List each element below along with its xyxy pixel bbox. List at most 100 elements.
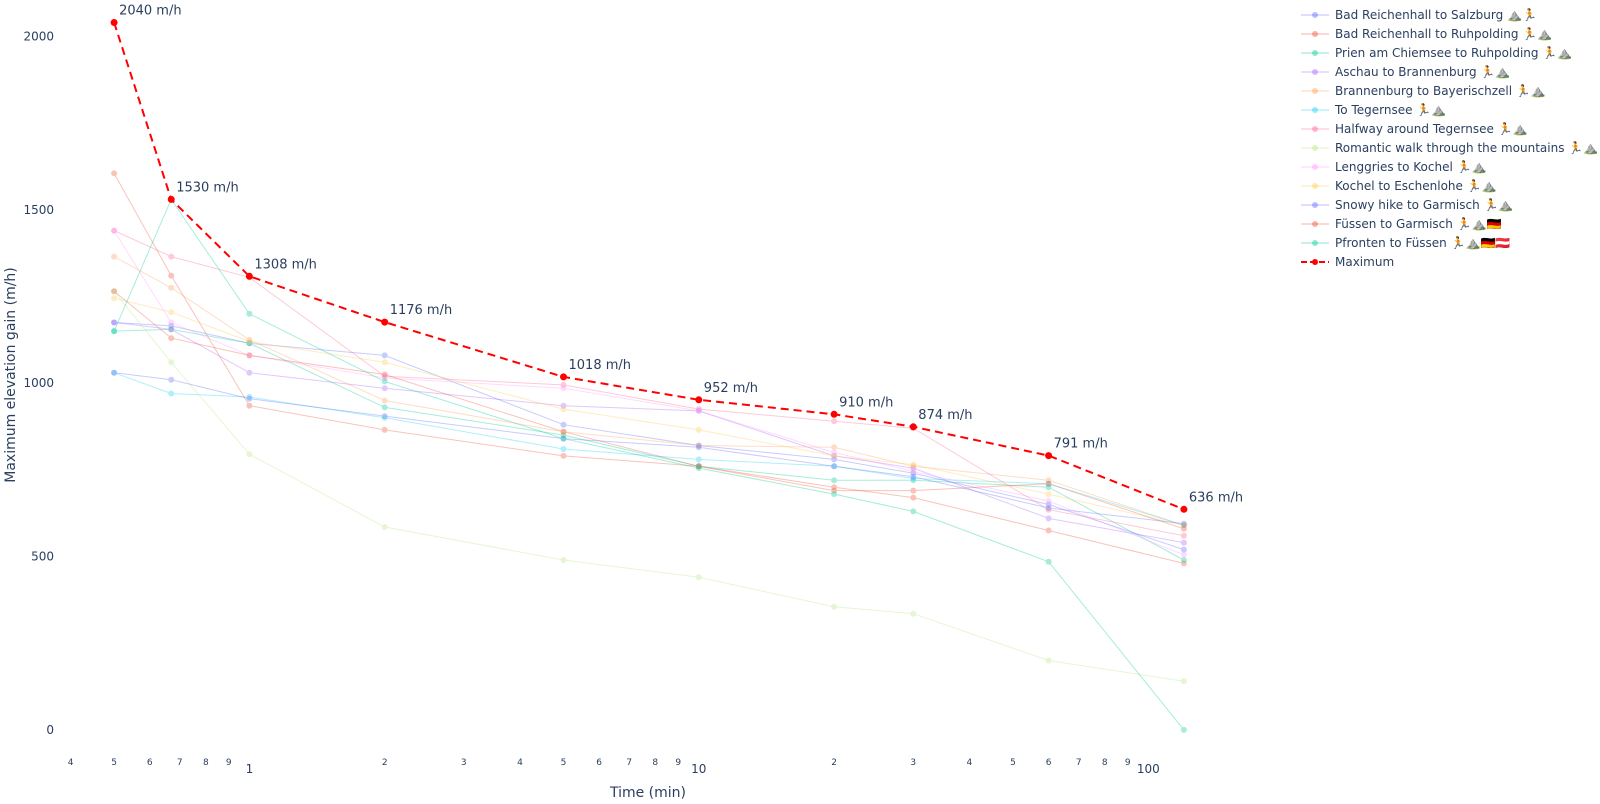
data-point[interactable] — [1045, 477, 1052, 484]
data-point[interactable] — [246, 338, 253, 345]
legend-item-maximum[interactable]: Maximum — [1301, 255, 1394, 269]
maximum-point[interactable] — [245, 272, 253, 280]
data-point[interactable] — [910, 475, 917, 482]
data-point[interactable] — [111, 369, 118, 376]
data-point[interactable] — [1045, 498, 1052, 504]
data-point[interactable] — [246, 395, 253, 402]
data-point[interactable] — [381, 373, 388, 380]
data-point[interactable] — [168, 376, 175, 383]
data-point[interactable] — [560, 452, 567, 459]
legend-item[interactable]: Bad Reichenhall to Ruhpolding 🏃⛰️ — [1301, 27, 1552, 41]
data-point[interactable] — [695, 465, 702, 472]
data-point[interactable] — [831, 452, 838, 459]
data-point[interactable] — [111, 170, 118, 177]
legend-item[interactable]: Füssen to Garmisch 🏃⛰️🇩🇪 — [1301, 217, 1502, 231]
data-point[interactable] — [168, 326, 175, 333]
data-point[interactable] — [1180, 522, 1187, 529]
legend[interactable]: Bad Reichenhall to Salzburg ⛰️🏃 Bad Reich… — [1301, 8, 1598, 269]
data-point[interactable] — [111, 328, 118, 335]
data-point[interactable] — [560, 428, 567, 435]
legend-item[interactable]: Snowy hike to Garmisch 🏃⛰️ — [1301, 198, 1513, 212]
data-point[interactable] — [111, 295, 118, 302]
data-point[interactable] — [111, 288, 118, 295]
data-point[interactable] — [246, 352, 253, 359]
legend-item[interactable]: To Tegernsee 🏃⛰️ — [1301, 103, 1446, 117]
data-point[interactable] — [910, 470, 917, 477]
data-point[interactable] — [695, 463, 702, 470]
legend-item[interactable]: Aschau to Brannenburg 🏃⛰️ — [1301, 65, 1510, 79]
data-point[interactable] — [246, 394, 253, 400]
data-point[interactable] — [381, 371, 388, 378]
legend-item[interactable]: Halfway around Tegernsee 🏃⛰️ — [1301, 122, 1528, 136]
data-point[interactable] — [560, 432, 567, 439]
legend-item[interactable]: Kochel to Eschenlohe 🏃⛰️ — [1301, 179, 1497, 193]
data-point[interactable] — [695, 444, 702, 451]
legend-item[interactable]: Lenggries to Kochel 🏃⛰️ — [1301, 160, 1487, 174]
data-point[interactable] — [246, 369, 253, 376]
data-point[interactable] — [831, 484, 838, 491]
data-point[interactable] — [1180, 522, 1187, 529]
data-point[interactable] — [168, 390, 175, 397]
data-point[interactable] — [246, 310, 253, 317]
data-point[interactable] — [831, 444, 838, 451]
data-point[interactable] — [695, 407, 702, 414]
data-point[interactable] — [168, 253, 175, 260]
data-point[interactable] — [1045, 480, 1052, 487]
data-point[interactable] — [381, 414, 388, 421]
data-point[interactable] — [695, 442, 702, 449]
data-point[interactable] — [111, 227, 118, 234]
data-point[interactable] — [695, 426, 702, 433]
data-point[interactable] — [831, 463, 838, 470]
data-point[interactable] — [381, 524, 388, 530]
data-point[interactable] — [381, 413, 388, 420]
data-point[interactable] — [111, 319, 118, 326]
maximum-point[interactable] — [1045, 452, 1053, 460]
data-point[interactable] — [695, 574, 702, 581]
data-point[interactable] — [695, 442, 702, 449]
legend-item[interactable]: Pfronten to Füssen 🏃⛰️🇩🇪🇦🇹 — [1301, 236, 1510, 250]
data-point[interactable] — [381, 426, 388, 433]
data-point[interactable] — [1045, 527, 1052, 534]
maximum-point[interactable] — [1180, 505, 1188, 513]
legend-item[interactable]: Bad Reichenhall to Salzburg ⛰️🏃 — [1301, 8, 1537, 22]
data-point[interactable] — [1045, 505, 1052, 511]
maximum-point[interactable] — [110, 19, 118, 26]
data-point[interactable] — [695, 406, 702, 413]
data-point[interactable] — [560, 557, 567, 563]
data-point[interactable] — [381, 404, 388, 411]
data-point[interactable] — [910, 477, 917, 484]
data-point[interactable] — [1180, 678, 1187, 685]
data-point[interactable] — [560, 435, 567, 442]
data-point[interactable] — [381, 352, 388, 359]
data-point[interactable] — [695, 456, 702, 463]
data-point[interactable] — [1180, 726, 1187, 733]
data-point[interactable] — [246, 451, 253, 458]
data-point[interactable] — [910, 473, 917, 480]
data-point[interactable] — [381, 374, 388, 381]
data-point[interactable] — [1045, 480, 1052, 487]
data-point[interactable] — [1180, 539, 1187, 546]
data-point[interactable] — [910, 468, 917, 475]
data-point[interactable] — [560, 381, 567, 388]
data-point[interactable] — [831, 449, 838, 456]
data-point[interactable] — [831, 452, 838, 459]
data-point[interactable] — [831, 603, 838, 610]
data-point[interactable] — [560, 421, 567, 428]
data-point[interactable] — [111, 253, 118, 260]
data-point[interactable] — [111, 288, 118, 295]
data-point[interactable] — [168, 326, 175, 333]
data-point[interactable] — [910, 494, 917, 501]
data-point[interactable] — [1045, 484, 1052, 491]
data-point[interactable] — [246, 352, 253, 359]
data-point[interactable] — [246, 340, 253, 347]
data-point[interactable] — [1180, 520, 1187, 527]
maximum-point[interactable] — [560, 373, 567, 381]
data-point[interactable] — [695, 463, 702, 470]
data-point[interactable] — [381, 378, 388, 385]
data-point[interactable] — [560, 446, 567, 452]
data-point[interactable] — [831, 477, 838, 484]
data-point[interactable] — [1045, 501, 1052, 508]
legend-item[interactable]: Brannenburg to Bayerischzell 🏃⛰️ — [1301, 84, 1546, 98]
legend-item[interactable]: Prien am Chiemsee to Ruhpolding 🏃⛰️ — [1301, 46, 1572, 60]
data-point[interactable] — [1180, 532, 1187, 539]
